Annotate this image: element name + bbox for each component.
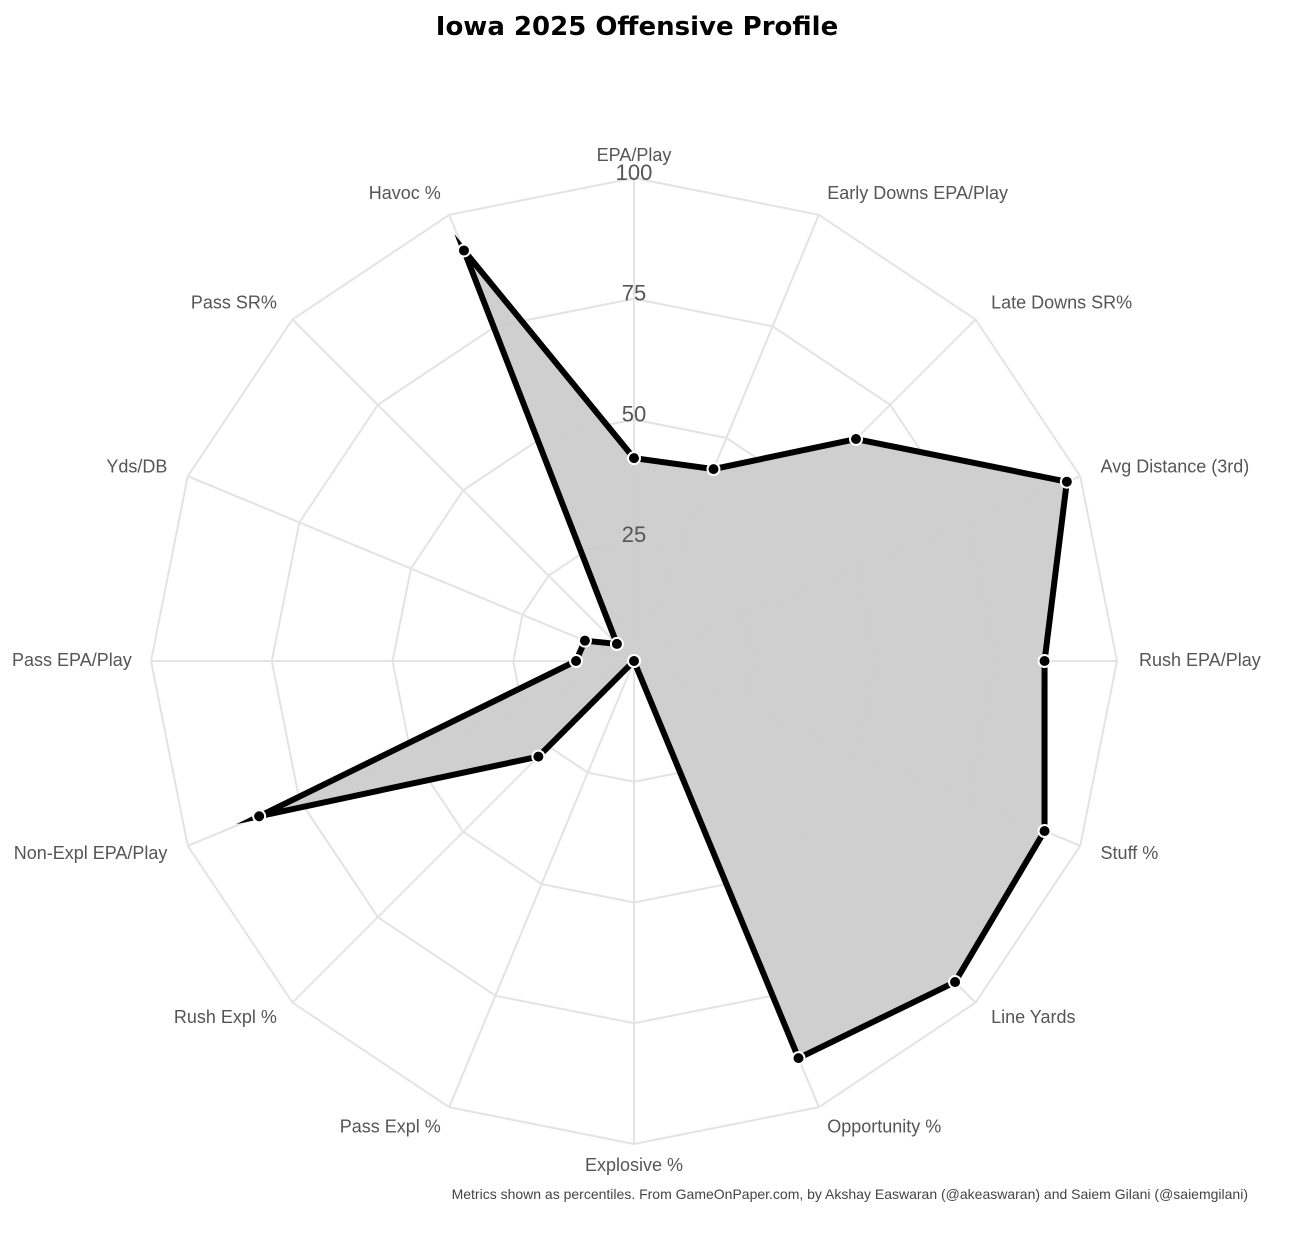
tick-label: 100 [616, 160, 653, 185]
data-point [791, 1051, 806, 1066]
axis-label: Explosive % [585, 1155, 683, 1175]
data-point [569, 654, 584, 668]
series-area [235, 233, 1071, 1063]
data-point [1059, 474, 1074, 489]
axis-label: Avg Distance (3rd) [1101, 456, 1250, 476]
axis-label: Stuff % [1101, 843, 1159, 863]
tick-label: 75 [622, 281, 646, 306]
data-point [577, 633, 592, 648]
grid-spoke [448, 660, 635, 1108]
axis-label: Late Downs SR% [991, 293, 1132, 313]
data-point [627, 451, 641, 466]
data-point [531, 749, 546, 764]
data-point [627, 654, 641, 668]
axis-label: Rush EPA/Play [1139, 650, 1261, 670]
data-point [456, 243, 471, 258]
axis-label: Yds/DB [106, 456, 167, 476]
axis-label: Pass EPA/Play [12, 650, 132, 670]
chart-footnote: Metrics shown as percentiles. From GameO… [451, 1186, 1248, 1202]
axis-label: Opportunity % [827, 1116, 941, 1136]
axis-label: Line Yards [991, 1007, 1075, 1027]
data-point [609, 636, 624, 651]
data-point [1037, 824, 1052, 839]
chart-title: Iowa 2025 Offensive Profile [435, 12, 839, 42]
axis-label: Rush Expl % [174, 1007, 277, 1027]
tick-label: 25 [622, 522, 646, 547]
data-point [1037, 654, 1052, 668]
axis-label: Early Downs EPA/Play [827, 183, 1008, 203]
axis-label: Non-Expl EPA/Play [14, 843, 168, 863]
data-point [252, 809, 267, 824]
axis-label: EPA/Play [597, 145, 672, 165]
axis-label: Pass SR% [191, 293, 277, 313]
data-point [848, 432, 863, 447]
grid-spoke [187, 475, 635, 662]
tick-label: 50 [622, 401, 646, 426]
axis-label: Pass Expl % [340, 1116, 441, 1136]
grid-spoke [291, 318, 635, 662]
data-point [706, 462, 721, 477]
data-point [948, 975, 963, 990]
axis-label: Havoc % [369, 183, 441, 203]
